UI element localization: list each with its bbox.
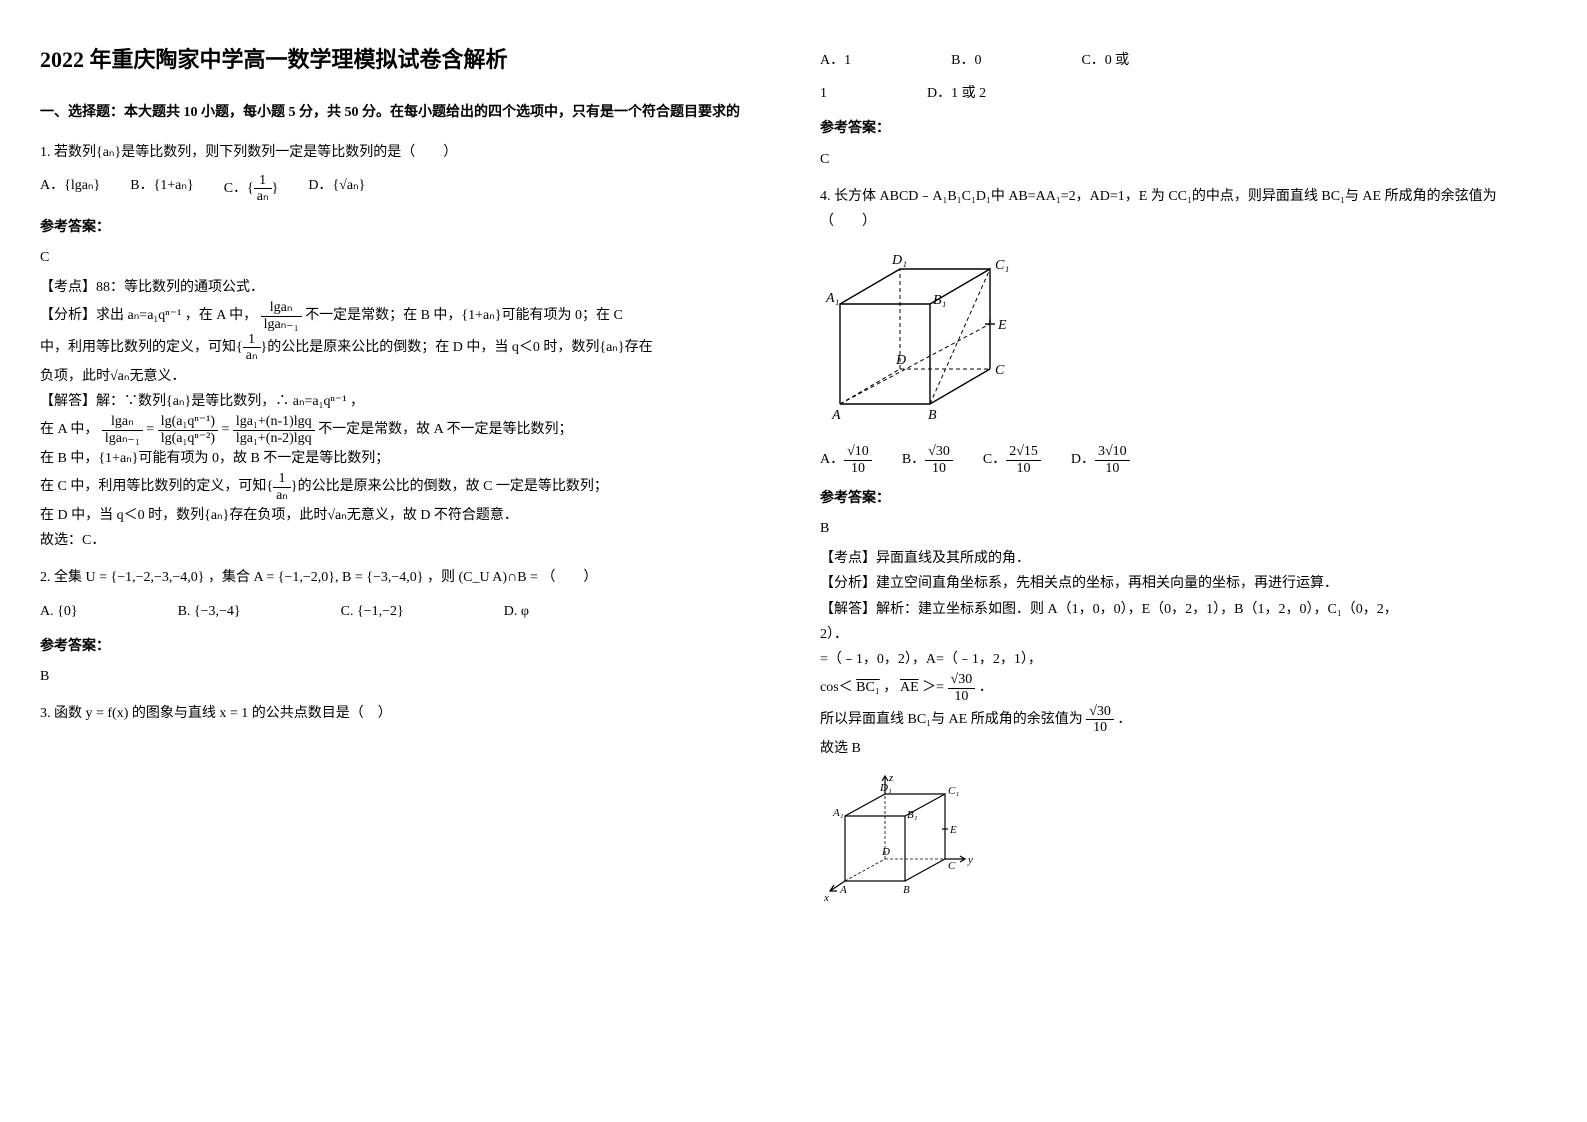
q3-options: A．1 B．0 C．0 或 xyxy=(820,48,1540,73)
q1-fenxi-2: 中，利用等比数列的定义，可知{1aₙ}的公比是原来公比的倒数；在 D 中，当 q… xyxy=(40,332,760,364)
q2-options: A. {0} B. {−3,−4} C. {−1,−2} D. φ xyxy=(40,599,760,624)
question-2: 2. 全集 U = {−1,−2,−3,−4,0} ，集合 A = {−1,−2… xyxy=(40,565,760,689)
q1-answer-label: 参考答案： xyxy=(40,215,760,240)
q1-gu: 故选：C． xyxy=(40,528,760,553)
q1-line-a: 在 A 中， lgaₙlgaₙ₋₁ = lg(a₁qⁿ⁻¹)lg(a₁qⁿ⁻²)… xyxy=(40,414,760,446)
q4-opt-a: A．√1010 xyxy=(820,444,872,476)
q1-answer: C xyxy=(40,245,760,270)
q4-jieda1: 【解答】解析：建立坐标系如图．则 A（1，0，0），E（0，2，1），B（1，2… xyxy=(820,597,1540,622)
q2-opt-b: B. {−3,−4} xyxy=(178,599,241,624)
svg-text:B: B xyxy=(928,408,937,423)
svg-text:E: E xyxy=(997,318,1007,333)
q3-answer: C xyxy=(820,147,1540,172)
svg-text:E: E xyxy=(949,824,957,836)
q3-opt-c: C．0 或 xyxy=(1081,48,1129,73)
q4-paren: （ ） xyxy=(820,209,1540,234)
q4-cos: cos＜ BC₁ ， AE ＞= √3010 ． xyxy=(820,672,1540,704)
svg-text:z: z xyxy=(888,772,894,784)
svg-text:C₁: C₁ xyxy=(948,785,959,797)
svg-text:A₁: A₁ xyxy=(825,291,839,306)
svg-text:C₁: C₁ xyxy=(995,258,1009,273)
svg-text:C: C xyxy=(995,363,1005,378)
question-3-stem: 3. 函数 y = f(x) 的图象与直线 x = 1 的公共点数目是（ ） xyxy=(40,701,760,726)
q1-jieda: 【解答】解：∵数列{aₙ}是等比数列，∴ aₙ=a₁qⁿ⁻¹ ， xyxy=(40,389,760,414)
q3-opt-c2: 1 xyxy=(820,81,827,106)
svg-text:D: D xyxy=(881,846,890,858)
q4-options: A．√1010 B．√3010 C．2√1510 D．3√1010 xyxy=(820,444,1540,476)
q1-line-c: 在 C 中，利用等比数列的定义，可知{1aₙ}的公比是原来公比的倒数，故 C 一… xyxy=(40,471,760,503)
q2-answer-label: 参考答案： xyxy=(40,634,760,659)
q1-opt-c: C．{1aₙ} xyxy=(224,173,279,205)
title: 2022 年重庆陶家中学高一数学理模拟试卷含解析 xyxy=(40,40,760,80)
svg-text:A₁: A₁ xyxy=(832,807,844,819)
q2-opt-d: D. φ xyxy=(504,599,529,624)
svg-text:B₁: B₁ xyxy=(907,809,918,821)
q2-answer: B xyxy=(40,664,760,689)
cuboid-figure: A B C D A₁ B₁ C₁ D₁ E xyxy=(820,244,1040,434)
q3-opt-b: B．0 xyxy=(951,48,981,73)
section-1-title: 一、选择题：本大题共 10 小题，每小题 5 分，共 50 分。在每小题给出的四… xyxy=(40,100,760,125)
svg-text:D₁: D₁ xyxy=(891,253,907,268)
q1-fenxi-3: 负项，此时√aₙ无意义． xyxy=(40,364,760,389)
q1-options: A．{lgaₙ} B．{1+aₙ} C．{1aₙ} D．{√aₙ} xyxy=(40,173,760,205)
q1-opt-d: D．{√aₙ} xyxy=(308,173,365,205)
right-column: A．1 B．0 C．0 或 1 D．1 或 2 参考答案： C 4. 长方体 A… xyxy=(820,40,1540,923)
q1-line-b: 在 B 中，{1+aₙ}可能有项为 0，故 B 不一定是等比数列； xyxy=(40,446,760,471)
svg-text:A: A xyxy=(839,884,847,896)
q2-stem: 2. 全集 U = {−1,−2,−3,−4,0} ，集合 A = {−1,−2… xyxy=(40,565,760,590)
q4-opt-b: B．√3010 xyxy=(902,444,953,476)
q1-opt-a: A．{lgaₙ} xyxy=(40,173,100,205)
svg-text:A: A xyxy=(831,408,841,423)
q4-answer-label: 参考答案： xyxy=(820,486,1540,511)
q1-opt-b: B．{1+aₙ} xyxy=(130,173,193,205)
q4-gu: 故选 B xyxy=(820,736,1540,761)
q4-answer: B xyxy=(820,516,1540,541)
question-4: 4. 长方体 ABCD﹣A₁B₁C₁D₁中 AB=AA₁=2，AD=1，E 为 … xyxy=(820,184,1540,911)
q4-fenxi: 【分析】建立空间直角坐标系，先相关点的坐标，再相关向量的坐标，再进行运算． xyxy=(820,571,1540,596)
q4-stem: 4. 长方体 ABCD﹣A₁B₁C₁D₁中 AB=AA₁=2，AD=1，E 为 … xyxy=(820,184,1540,209)
q4-jieda1b: 2）． xyxy=(820,622,1540,647)
q3-options-2: 1 D．1 或 2 xyxy=(820,81,1540,106)
q4-conclude: 所以异面直线 BC₁与 AE 所成角的余弦值为 √3010 ． xyxy=(820,704,1540,736)
q2-opt-c: C. {−1,−2} xyxy=(341,599,404,624)
q4-kaodian: 【考点】异面直线及其所成的角． xyxy=(820,546,1540,571)
q1-stem: 1. 若数列{aₙ}是等比数列，则下列数列一定是等比数列的是（ ） xyxy=(40,140,760,165)
svg-text:B₁: B₁ xyxy=(933,293,946,308)
cuboid-axes-figure: A B C D A₁ B₁ C₁ D₁ E x y z xyxy=(820,771,980,911)
q2-opt-a: A. {0} xyxy=(40,599,78,624)
q1-line-d: 在 D 中，当 q＜0 时，数列{aₙ}存在负项，此时√aₙ无意义，故 D 不符… xyxy=(40,503,760,528)
q3-answer-label: 参考答案： xyxy=(820,116,1540,141)
q4-jieda2: =（﹣1，0，2），A=（﹣1，2，1）， xyxy=(820,647,1540,672)
q1-kaodian: 【考点】88：等比数列的通项公式． xyxy=(40,275,760,300)
q3-opt-a: A．1 xyxy=(820,48,851,73)
svg-text:D: D xyxy=(895,353,906,368)
svg-text:x: x xyxy=(823,892,829,904)
svg-text:C: C xyxy=(948,860,956,872)
svg-text:y: y xyxy=(967,854,973,866)
q4-opt-d: D．3√1010 xyxy=(1071,444,1130,476)
question-1: 1. 若数列{aₙ}是等比数列，则下列数列一定是等比数列的是（ ） A．{lga… xyxy=(40,140,760,554)
left-column: 2022 年重庆陶家中学高一数学理模拟试卷含解析 一、选择题：本大题共 10 小… xyxy=(40,40,760,923)
q1-fenxi: 【分析】求出 aₙ=a₁qⁿ⁻¹ ，在 A 中， lgaₙlgaₙ₋₁ 不一定是… xyxy=(40,300,760,332)
svg-text:B: B xyxy=(903,884,910,896)
q3-opt-d: D．1 或 2 xyxy=(927,81,986,106)
q4-opt-c: C．2√1510 xyxy=(983,444,1041,476)
